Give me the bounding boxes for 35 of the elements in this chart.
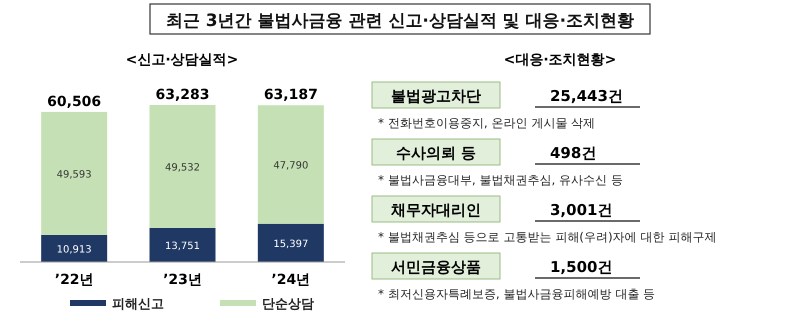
bar (150, 105, 216, 228)
bar (150, 228, 216, 262)
text: * 전화번호이용중지, 온라인 게시물 삭제 (378, 116, 596, 130)
text: 수사의뢰 등 (396, 144, 476, 162)
x-tick-label: ’23년 (163, 272, 202, 288)
text: 25,443건 (550, 87, 623, 105)
chart-subtitle: <신고·상담실적> (126, 52, 238, 68)
text: 불법광고차단 (391, 87, 481, 105)
text: 498건 (550, 144, 596, 162)
text: * 최저신용자특례보증, 불법사금융피해예방 대출 등 (378, 287, 656, 301)
text: <대응·조치현황> (504, 52, 616, 68)
text: 3,001건 (550, 201, 612, 219)
text: 채무자대리인 (390, 201, 481, 219)
data-label: 10,913 (56, 244, 92, 256)
bar (41, 234, 108, 262)
bar (41, 112, 108, 235)
bar (258, 224, 324, 262)
data-label: 15,397 (273, 238, 308, 250)
total-label: 60,506 (47, 94, 102, 110)
text: 서민금융상품 (391, 258, 481, 276)
data-label: 47,790 (273, 160, 308, 172)
text: 최근 3년간 불법사금융 관련 신고·상담실적 및 대응·조치현황 (166, 11, 634, 31)
data-label: 49,532 (165, 162, 200, 174)
text: * 불법사금융대부, 불법채권추심, 유사수신 등 (378, 173, 623, 187)
x-tick-label: ’24년 (271, 272, 310, 288)
total-label: 63,283 (155, 87, 210, 103)
data-label: 49,593 (56, 169, 92, 180)
text: * 불법채권추심 등으로 고통받는 피해(우려)자에 대한 피해구제 (378, 230, 716, 244)
x-tick-label: ’22년 (54, 272, 94, 288)
bar (258, 105, 324, 224)
total-label: 63,187 (264, 87, 318, 104)
legend-label: 피해신고 (112, 297, 164, 312)
text: 1,500건 (550, 258, 612, 276)
data-label: 13,751 (165, 240, 200, 252)
legend-label: 단순상담 (262, 297, 314, 312)
